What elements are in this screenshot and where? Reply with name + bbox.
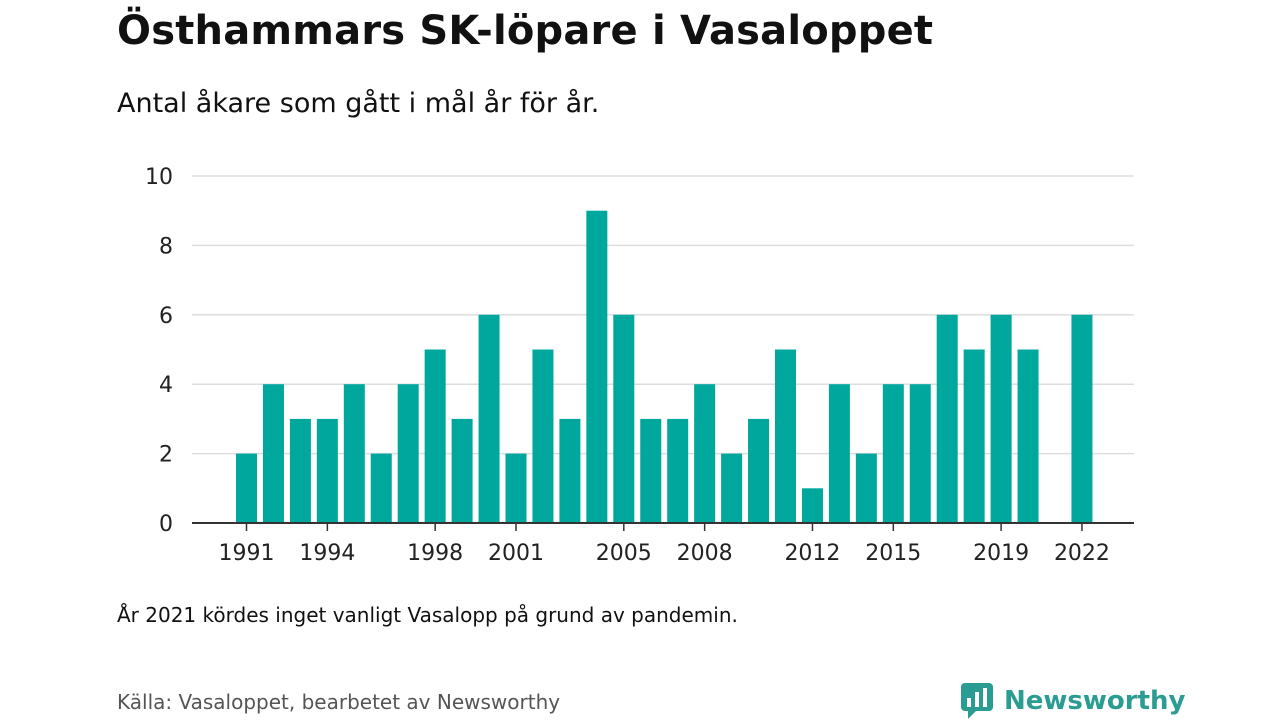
chart-source: Källa: Vasaloppet, bearbetet av Newswort…: [117, 690, 561, 714]
bar-2018: [963, 349, 985, 523]
bar-2003: [559, 418, 581, 523]
bar-2017: [936, 314, 958, 523]
x-tick-label: 2008: [677, 541, 733, 566]
bar-2007: [667, 418, 689, 523]
y-tick-label: 10: [145, 165, 173, 190]
bar-2002: [532, 349, 554, 523]
bars: [236, 210, 1093, 523]
chart-title: Östhammars SK-löpare i Vasaloppet: [117, 8, 934, 54]
bar-1991: [236, 453, 257, 523]
y-tick-label: 4: [159, 373, 173, 398]
bar-2000: [478, 314, 500, 523]
bar-2001: [505, 453, 527, 523]
bar-1996: [370, 453, 392, 523]
newsworthy-logo: Newsworthy: [960, 682, 1185, 720]
bar-2006: [640, 418, 662, 523]
bar-2013: [828, 384, 850, 523]
logo-text: Newsworthy: [1004, 686, 1186, 716]
x-tick-label: 1994: [299, 541, 355, 566]
bar-2004: [586, 210, 608, 523]
x-tick-label: 1998: [407, 541, 463, 566]
bar-2022: [1071, 314, 1093, 523]
y-tick-label: 6: [159, 304, 173, 329]
bar-1999: [451, 418, 473, 523]
chart-note: År 2021 kördes inget vanligt Vasalopp på…: [117, 603, 738, 627]
bar-2011: [775, 349, 796, 523]
x-tick-label: 2001: [488, 541, 544, 566]
bar-2012: [801, 488, 823, 523]
x-tick-label: 2005: [596, 541, 652, 566]
x-tick-label: 2022: [1054, 541, 1110, 566]
bar-2014: [855, 453, 877, 523]
bar-1998: [424, 349, 446, 523]
y-tick-label: 0: [159, 512, 173, 537]
bar-2015: [882, 384, 904, 523]
x-tick-label: 2019: [973, 541, 1029, 566]
bar-2010: [748, 418, 770, 523]
y-tick-label: 2: [159, 443, 173, 468]
bar-1995: [343, 384, 365, 523]
bar-1992: [262, 384, 284, 523]
bar-2019: [990, 314, 1012, 523]
y-tick-labels: 0 2 4 6 8 10: [145, 165, 173, 537]
bar-2005: [613, 314, 635, 523]
bar-1994: [316, 418, 338, 523]
bar-2020: [1017, 349, 1039, 523]
bar-2008: [694, 384, 716, 523]
x-tick-label: 2012: [784, 541, 840, 566]
bar-chart: 0 2 4 6 8 10 1991 1994 1998 2001 2005 2008 2012 2015…: [145, 165, 1134, 566]
bar-1997: [397, 384, 419, 523]
axes: [192, 522, 1134, 531]
x-tick-label: 1991: [219, 541, 275, 566]
bar-2009: [721, 453, 743, 523]
bar-2016: [909, 384, 931, 523]
chart-subtitle: Antal åkare som gått i mål år för år.: [117, 88, 600, 119]
x-tick-label: 2015: [865, 541, 921, 566]
newsworthy-logo-icon: [961, 683, 993, 719]
x-tick-labels: 1991 1994 1998 2001 2005 2008 2012 2015 2019 2022: [219, 541, 1110, 566]
y-tick-label: 8: [159, 234, 173, 259]
bar-1993: [289, 418, 311, 523]
